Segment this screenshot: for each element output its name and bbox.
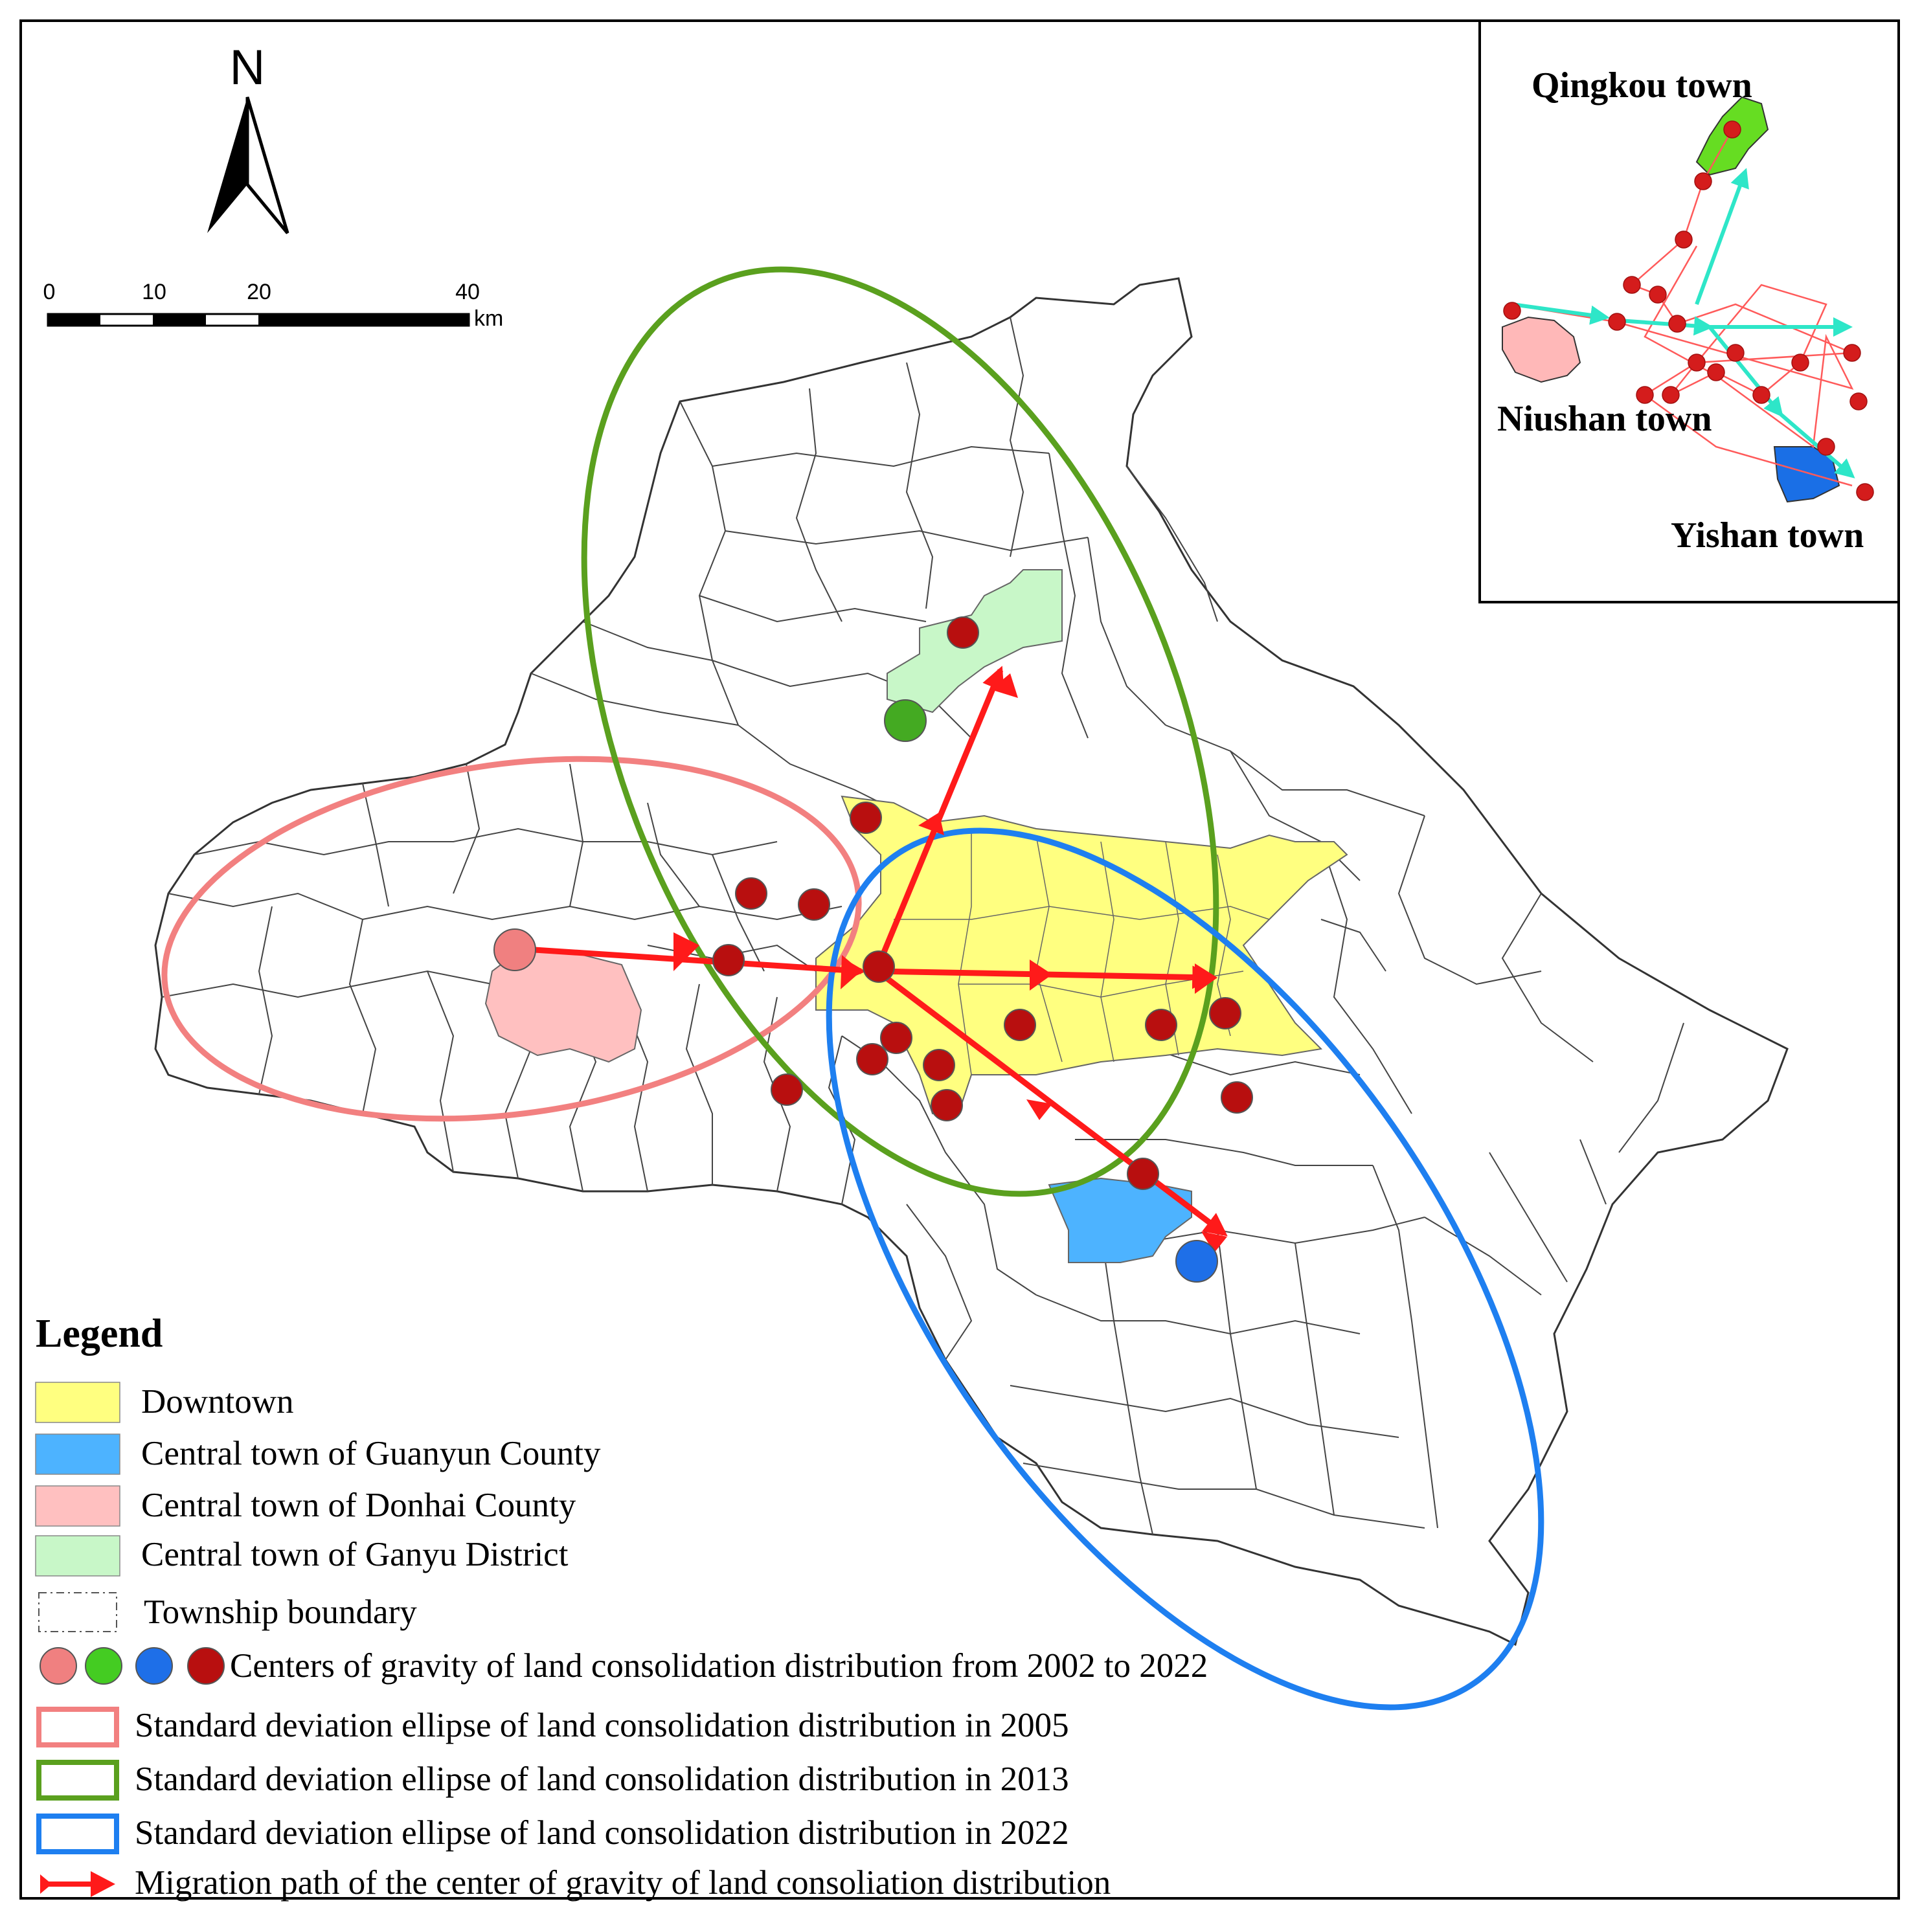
inset-ellipse-paths [1511, 168, 1855, 478]
migration-arrowheads [673, 673, 1227, 1253]
ellipse-2013 [581, 266, 1219, 1197]
gravity-center [798, 888, 830, 921]
scale-bar: 0 10 20 40 km [43, 280, 504, 331]
gravity-center [1145, 1009, 1177, 1041]
migration-path-4 [876, 969, 1228, 1237]
gravity-center-2005 [493, 928, 536, 971]
scale-tick-40: 40 [455, 280, 480, 304]
gravity-center-2022 [1175, 1240, 1218, 1283]
legend-label-guanyun: Central town of Guanyun County [141, 1435, 601, 1472]
north-arrow: N [207, 40, 289, 234]
gravity-center [712, 944, 745, 976]
legend-center-2022 [135, 1647, 173, 1685]
legend-center-2013 [85, 1647, 122, 1685]
inset-yishan-shape [1773, 446, 1840, 503]
legend-swatch-migration-tail [40, 1874, 52, 1894]
gravity-center-2013 [884, 699, 927, 742]
north-arrow-right [245, 96, 289, 234]
legend-label-ellipse-2013: Standard deviation ellipse of land conso… [135, 1760, 1069, 1798]
migration-path-1 [514, 945, 866, 982]
gravity-center [735, 877, 767, 910]
migration-arrowhead [1026, 1099, 1052, 1120]
north-label: N [230, 40, 266, 95]
scale-unit: km [474, 306, 503, 331]
legend-swatch-migration-head [91, 1871, 115, 1897]
ellipse-2005 [161, 756, 862, 1122]
gravity-center [923, 1049, 955, 1081]
legend-swatch-ellipse-2005 [36, 1707, 119, 1747]
gravity-center [1209, 997, 1241, 1029]
legend-swatch-ganyu [35, 1535, 120, 1577]
legend-swatch-township [38, 1592, 117, 1632]
scale-bar-segment [153, 314, 206, 326]
inset-centers [1503, 120, 1874, 501]
gravity-center [931, 1089, 963, 1121]
downtown-boundaries [894, 829, 1270, 1075]
scale-tick-10: 10 [142, 280, 166, 304]
inset-label-niushan: Niushan town [1497, 399, 1712, 439]
gravity-center [1127, 1158, 1159, 1190]
scale-bar-segment [48, 314, 100, 326]
inset-label-qingkou: Qingkou town [1532, 65, 1752, 106]
ellipse-2022 [826, 827, 1544, 1711]
gravity-center [771, 1073, 803, 1106]
legend-center-other [187, 1647, 225, 1685]
gravity-center [1221, 1081, 1253, 1114]
scale-tick-0: 0 [43, 280, 56, 304]
legend-label-migration: Migration path of the center of gravity … [135, 1864, 1111, 1902]
gravity-center [850, 802, 882, 834]
legend-label-donhai: Central town of Donhai County [141, 1487, 576, 1524]
migration-arrowhead [918, 813, 944, 835]
legend-swatch-ellipse-2013 [36, 1760, 119, 1801]
legend-swatch-downtown [35, 1382, 120, 1423]
legend-center-2005 [40, 1647, 77, 1685]
gravity-center [863, 950, 895, 983]
inset-label-yishan: Yishan town [1671, 515, 1864, 556]
legend-title: Legend [36, 1312, 163, 1356]
legend-label-ganyu: Central town of Ganyu District [141, 1536, 569, 1573]
legend-swatch-donhai [35, 1485, 120, 1527]
legend-label-township: Township boundary [144, 1593, 417, 1631]
legend-label-ellipse-2005: Standard deviation ellipse of land conso… [135, 1707, 1069, 1744]
scale-tick-20: 20 [247, 280, 271, 304]
gravity-center [856, 1043, 888, 1075]
gravity-center [947, 616, 979, 649]
migration-arrowhead [1195, 963, 1217, 994]
migration-arrowhead [1030, 960, 1052, 991]
legend-swatch-guanyun [35, 1433, 120, 1475]
legend-label-ellipse-2022: Standard deviation ellipse of land conso… [135, 1814, 1069, 1852]
legend-label-downtown: Downtown [141, 1383, 294, 1421]
legend-label-centers: Centers of gravity of land consolidation… [230, 1647, 1208, 1685]
migration-arrowhead [991, 673, 1018, 698]
migration-arrowhead [673, 932, 699, 971]
gravity-center [880, 1022, 912, 1054]
gravity-centers [493, 616, 1253, 1283]
gravity-center [1004, 1009, 1036, 1041]
legend-swatch-ellipse-2022 [36, 1814, 119, 1854]
north-arrow-left [207, 97, 247, 233]
inset-map: Qingkou town Niushan town Yishan town [1478, 19, 1900, 603]
migration-arrowhead [841, 955, 861, 989]
migration-arrowhead [1201, 1231, 1227, 1253]
scale-bar-segment [258, 314, 469, 326]
legend: Legend Downtown Central town of Guanyun … [35, 1312, 1208, 1902]
inset-niushan-shape [1502, 316, 1581, 383]
